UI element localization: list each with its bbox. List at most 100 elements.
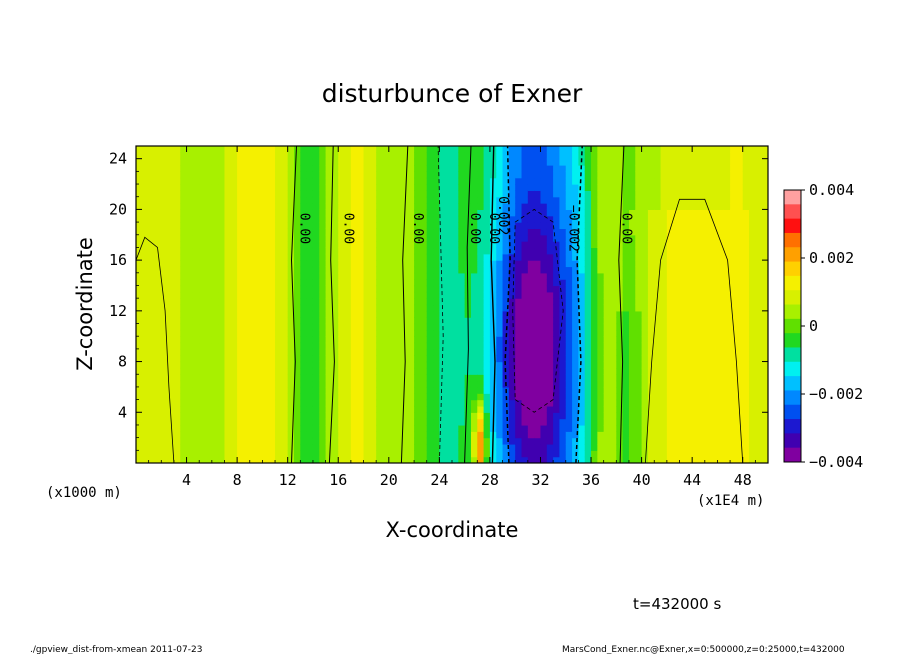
heatmap-cell xyxy=(647,393,655,401)
heatmap-cell xyxy=(660,260,668,268)
heatmap-cell xyxy=(186,190,194,198)
heatmap-cell xyxy=(742,272,750,280)
heatmap-cell xyxy=(749,253,756,261)
heatmap-cell xyxy=(300,203,308,210)
heatmap-cell xyxy=(136,171,143,179)
heatmap-cell xyxy=(369,450,377,458)
heatmap-cell xyxy=(730,437,737,445)
heatmap-cell xyxy=(294,450,301,458)
heatmap-cell xyxy=(363,228,371,236)
heatmap-cell xyxy=(331,323,339,331)
heatmap-cell xyxy=(622,443,630,451)
heatmap-cell xyxy=(540,234,548,242)
heatmap-cell xyxy=(685,329,693,337)
heatmap-cell xyxy=(534,222,542,230)
heatmap-cell xyxy=(237,234,245,242)
heatmap-cell xyxy=(262,336,270,344)
heatmap-cell xyxy=(515,241,523,249)
heatmap-cell xyxy=(199,361,207,369)
heatmap-cell xyxy=(616,374,624,382)
heatmap-cell xyxy=(224,450,232,458)
heatmap-cell xyxy=(730,190,737,198)
heatmap-cell xyxy=(154,367,162,375)
heatmap-cell xyxy=(306,304,314,312)
heatmap-cell xyxy=(148,253,156,261)
heatmap-cell xyxy=(698,285,706,293)
heatmap-cell xyxy=(426,342,434,350)
heatmap-cell xyxy=(470,253,478,261)
heatmap-cell xyxy=(622,405,630,413)
heatmap-cell xyxy=(698,253,706,261)
heatmap-cell xyxy=(388,443,396,451)
heatmap-cell xyxy=(534,279,542,287)
heatmap-cell xyxy=(281,298,289,306)
heatmap-cell xyxy=(224,260,232,268)
heatmap-cell xyxy=(306,298,314,306)
heatmap-cell xyxy=(603,241,611,249)
heatmap-cell xyxy=(136,310,143,318)
heatmap-cell xyxy=(711,317,719,325)
heatmap-cell xyxy=(167,247,175,255)
heatmap-cell xyxy=(136,234,143,242)
heatmap-cell xyxy=(534,298,542,306)
heatmap-cell xyxy=(755,405,763,413)
heatmap-cell xyxy=(698,393,706,401)
heatmap-cell xyxy=(755,304,763,312)
heatmap-cell xyxy=(382,241,390,249)
heatmap-cell xyxy=(344,234,352,242)
heatmap-cell xyxy=(496,241,504,249)
heatmap-cell xyxy=(534,241,542,249)
heatmap-cell xyxy=(186,386,194,394)
heatmap-cell xyxy=(306,456,314,463)
heatmap-cell xyxy=(666,171,674,179)
heatmap-cell xyxy=(489,209,497,217)
heatmap-cell xyxy=(464,456,472,463)
heatmap-cell xyxy=(635,304,643,312)
heatmap-cell xyxy=(287,329,295,337)
heatmap-cell xyxy=(654,158,662,166)
heatmap-cell xyxy=(243,158,251,166)
heatmap-cell xyxy=(527,348,535,356)
heatmap-cell xyxy=(331,146,339,153)
heatmap-cell xyxy=(610,380,617,388)
heatmap-cell xyxy=(704,405,712,413)
heatmap-cell xyxy=(180,317,188,325)
heatmap-cell xyxy=(401,260,409,268)
heatmap-cell xyxy=(452,361,459,369)
heatmap-cell xyxy=(679,228,687,236)
heatmap-cell xyxy=(344,152,352,160)
heatmap-cell xyxy=(338,215,346,223)
heatmap-cell xyxy=(591,424,598,432)
heatmap-cell xyxy=(477,171,485,179)
heatmap-cell xyxy=(350,177,358,185)
heatmap-cell xyxy=(275,184,282,191)
heatmap-cell xyxy=(420,424,428,432)
heatmap-cell xyxy=(761,405,768,413)
heatmap-cell xyxy=(534,260,542,268)
heatmap-cell xyxy=(647,247,655,255)
heatmap-cell xyxy=(344,424,352,432)
heatmap-cell xyxy=(553,386,561,394)
heatmap-cell xyxy=(458,348,466,356)
heatmap-cell xyxy=(761,247,768,255)
heatmap-cell xyxy=(711,272,719,280)
heatmap-cell xyxy=(723,291,731,299)
heatmap-cell xyxy=(350,152,358,160)
heatmap-cell xyxy=(452,424,459,432)
heatmap-cell xyxy=(641,424,649,432)
heatmap-cell xyxy=(363,329,371,337)
heatmap-cell xyxy=(186,196,194,204)
heatmap-cell xyxy=(666,196,674,204)
heatmap-cell xyxy=(300,329,308,337)
heatmap-cell xyxy=(148,190,156,198)
heatmap-cell xyxy=(148,437,156,445)
heatmap-cell xyxy=(521,348,529,356)
heatmap-cell xyxy=(369,247,377,255)
heatmap-cell xyxy=(262,412,270,420)
heatmap-cell xyxy=(350,367,358,375)
heatmap-cell xyxy=(477,329,485,337)
heatmap-cell xyxy=(584,222,592,230)
heatmap-cell xyxy=(704,298,712,306)
heatmap-cell xyxy=(445,266,453,274)
heatmap-cell xyxy=(546,374,554,382)
